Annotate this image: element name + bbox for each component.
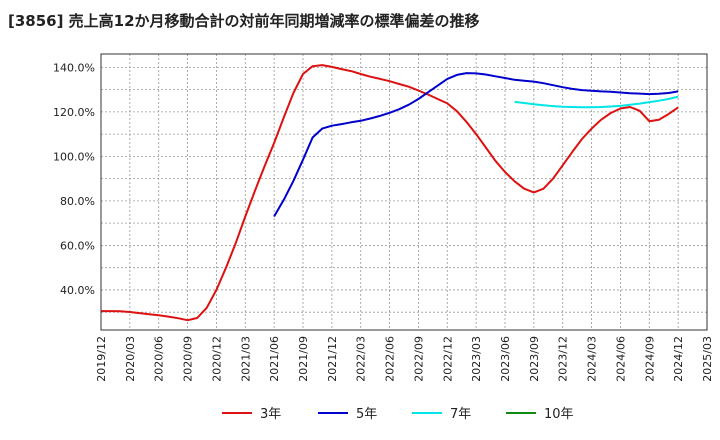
series-line-7年 [514, 95, 679, 109]
x-tick-label: 2023/03 [470, 336, 483, 382]
x-tick-label: 2020/09 [182, 336, 195, 382]
plot-area-background [101, 54, 707, 330]
y-tick-label: 80.0% [60, 195, 95, 208]
y-tick-label: 60.0% [60, 239, 95, 252]
x-tick-label: 2022/12 [441, 336, 454, 382]
x-tick-label: 2021/03 [239, 336, 252, 382]
x-tick-label: 2020/12 [210, 336, 223, 382]
y-tick-label: 120.0% [53, 106, 95, 119]
series-line-5年 [273, 72, 679, 218]
x-tick-label: 2022/03 [355, 336, 368, 382]
x-tick-label: 2024/06 [614, 336, 627, 382]
legend-label-10年: 10年 [544, 407, 574, 422]
x-tick-label: 2019/12 [95, 336, 108, 382]
y-tick-label: 100.0% [53, 150, 95, 163]
legend-label-3年: 3年 [260, 407, 281, 422]
x-tick-label: 2021/06 [268, 336, 281, 382]
x-tick-label: 2024/12 [672, 336, 685, 382]
plot-area-border [100, 53, 708, 331]
x-tick-label: 2025/03 [701, 336, 714, 382]
x-axis-ticks: 2019/12 2020/03 2020/06 2020/09 2020/12 2021/… [95, 336, 714, 382]
y-tick-label: 140.0% [53, 61, 95, 74]
series-line-3年 [101, 64, 679, 322]
y-tick-label: 40.0% [60, 284, 95, 297]
x-tick-label: 2023/09 [528, 336, 541, 382]
x-tick-label: 2021/09 [297, 336, 310, 382]
legend-label-7年: 7年 [450, 407, 471, 422]
x-tick-label: 2023/12 [557, 336, 570, 382]
x-tick-label: 2022/09 [412, 336, 425, 382]
x-tick-label: 2021/12 [326, 336, 339, 382]
x-tick-label: 2022/06 [384, 336, 397, 382]
x-tick-label: 2023/06 [499, 336, 512, 382]
chart-title: [3856] 売上高12か月移動合計の対前年同期増減率の標準偏差の推移 [8, 12, 480, 30]
series-lines [101, 64, 679, 322]
x-tick-label: 2024/09 [643, 336, 656, 382]
legend-label-5年: 5年 [356, 407, 377, 422]
y-axis-ticks: 40.0% 60.0% 80.0% 100.0% 120.0% 140.0% [53, 61, 95, 297]
legend: 3年 5年 7年 10年 [222, 407, 574, 422]
x-tick-label: 2024/03 [586, 336, 599, 382]
x-tick-label: 2020/06 [153, 336, 166, 382]
x-tick-label: 2020/03 [124, 336, 137, 382]
